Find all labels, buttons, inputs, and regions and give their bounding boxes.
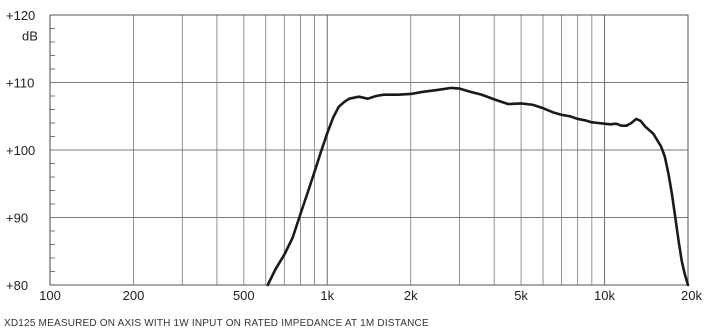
response-curve-series: [266, 86, 690, 287]
y-tick-label: +80: [6, 278, 28, 293]
y-minor-ticks: [50, 28, 55, 272]
y-tick-label: +90: [6, 211, 28, 226]
x-tick-label: 100: [39, 288, 61, 303]
y-unit-label: dB: [22, 28, 38, 43]
curve-layer: [266, 86, 690, 287]
plot-frame: [49, 14, 689, 286]
x-tick-label: 20k: [681, 288, 702, 303]
x-tick-label: 500: [233, 288, 255, 303]
x-tick-label: 1k: [320, 288, 334, 303]
chart-caption: XD125 MEASURED ON AXIS WITH 1W INPUT ON …: [4, 318, 429, 329]
x-tick-label: 5k: [514, 288, 528, 303]
x-tick-label: 200: [123, 288, 145, 303]
y-tick-label: +110: [6, 76, 34, 91]
major-gridlines: [50, 14, 688, 286]
x-tick-label: 2k: [404, 288, 418, 303]
y-tick-label: +100: [6, 143, 35, 158]
y-tick-label: +120: [6, 8, 35, 23]
y-axis-labels: +120 +110 +100 +90 +80 dB: [6, 8, 38, 293]
x-tick-label: 10k: [594, 288, 615, 303]
x-axis-labels: 100 200 500 1k 2k 5k 10k 20k: [39, 288, 702, 303]
